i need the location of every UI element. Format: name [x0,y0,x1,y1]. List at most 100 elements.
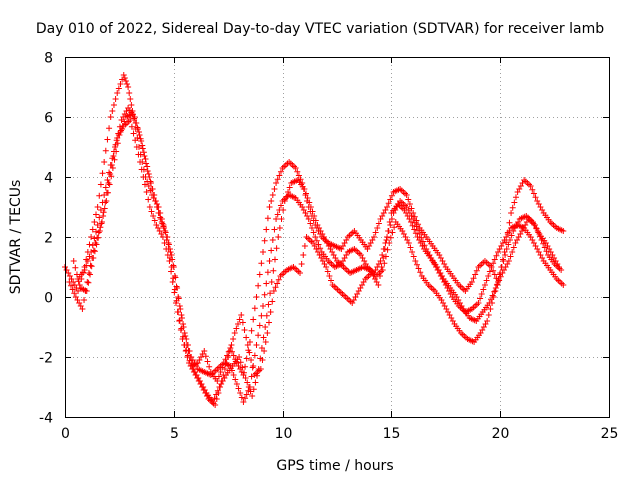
data-point [472,271,479,278]
y-tick-label: 8 [44,51,53,67]
data-point [488,264,495,270]
data-point [105,180,112,186]
data-point [96,214,103,221]
data-point [250,386,257,393]
data-point [271,256,278,263]
data-point [378,264,385,270]
data-point [491,288,498,295]
data-point [153,204,160,210]
data-point [128,123,135,130]
data-point [306,199,313,206]
data-point [535,229,542,236]
data-point [128,102,135,108]
data-point [248,373,255,380]
data-point [477,295,484,302]
data-point [480,286,487,293]
series-curve-4 [75,117,565,408]
data-point [135,151,142,158]
data-point [96,192,103,199]
data-point [417,269,424,276]
data-point [72,264,79,271]
data-point [112,96,119,102]
data-point [273,180,280,186]
data-point [263,280,270,287]
data-point [202,353,209,360]
data-point [178,315,185,321]
data-point [137,159,144,165]
data-point [182,333,189,339]
data-point [250,363,257,369]
data-point [148,208,155,215]
data-point [256,271,263,278]
axis-ticks: 0 5 10 15 20 25 -4 -2 0 2 4 6 8 [39,51,618,443]
data-point [415,265,422,272]
data-point [274,176,281,183]
data-point [175,294,182,300]
data-point [536,233,543,240]
data-point [274,211,281,218]
data-point [304,195,311,201]
data-point [271,186,278,192]
data-point [261,291,268,298]
data-markers [62,72,567,408]
data-point [233,381,240,387]
data-point [97,207,104,213]
data-point [101,192,108,198]
data-point [493,282,500,288]
data-point [494,281,501,288]
data-point [240,369,247,376]
data-point [120,72,127,78]
data-point [269,237,276,243]
data-point [151,217,158,224]
data-point [90,255,97,261]
data-point [171,289,178,296]
data-point [218,378,225,384]
data-point [502,252,509,258]
data-point [532,194,539,201]
data-point [109,155,116,162]
data-point [313,237,320,244]
data-point [312,217,319,224]
data-point [89,226,96,233]
y-tick-label: 4 [44,171,53,187]
data-point [173,283,180,290]
y-tick-label: 2 [44,231,53,247]
data-point [90,247,97,254]
data-point [146,204,153,210]
data-point [178,312,185,318]
data-point [307,220,314,227]
data-point [269,298,276,305]
data-point [370,234,377,240]
data-point [171,273,178,279]
data-point [408,205,415,212]
data-point [269,192,276,198]
data-point [377,258,384,264]
data-point [79,306,86,312]
y-tick-label: 0 [44,291,53,307]
data-point [115,85,122,92]
data-point [217,384,224,390]
data-point [236,316,243,323]
data-point [275,276,282,283]
data-point [149,186,156,192]
data-point [379,267,386,273]
data-point [301,243,308,249]
data-point [96,228,103,234]
x-tick-label: 20 [492,426,510,442]
data-point [103,198,110,204]
data-point [385,200,392,207]
data-point [204,358,211,365]
data-point [258,312,265,319]
data-point [159,234,166,240]
data-point [298,261,305,267]
data-point [231,330,238,336]
data-point [89,242,96,249]
data-point [102,147,109,154]
data-point [268,279,275,285]
data-point [510,244,517,251]
data-point [91,219,98,225]
data-point [311,213,318,219]
data-point [273,245,280,252]
data-point [110,148,117,155]
data-point [260,334,267,341]
